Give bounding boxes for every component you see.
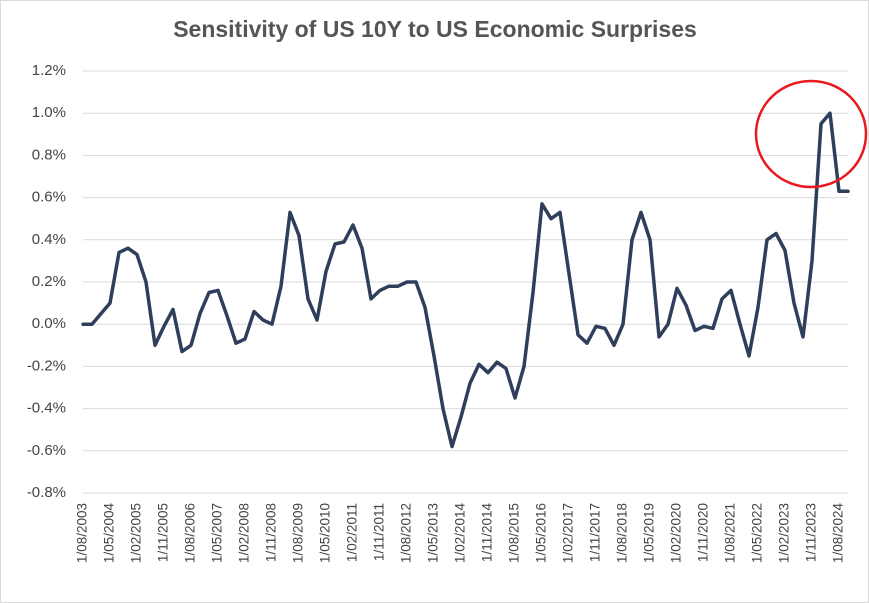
x-tick-label: 1/08/2015 (507, 503, 522, 563)
x-tick-label: 1/02/2011 (345, 503, 360, 562)
x-tick-label: 1/02/2008 (237, 503, 252, 563)
x-tick-label: 1/11/2023 (804, 503, 819, 562)
x-tick-label: 1/05/2016 (534, 503, 549, 563)
x-tick-label: 1/08/2006 (183, 503, 198, 563)
y-tick-label: 1.0% (32, 104, 66, 121)
x-tick-label: 1/08/2024 (831, 503, 846, 564)
x-tick-label: 1/05/2007 (210, 503, 225, 563)
x-tick-label: 1/02/2023 (777, 503, 792, 563)
x-tick-label: 1/05/2022 (750, 503, 765, 563)
y-tick-label: -0.8% (27, 484, 66, 501)
x-tick-label: 1/02/2014 (453, 503, 468, 564)
y-tick-label: 0.2% (32, 273, 66, 290)
x-tick-label: 1/02/2005 (129, 503, 144, 563)
y-tick-label: 0.0% (32, 315, 66, 332)
y-tick-label: -0.6% (27, 442, 66, 459)
x-tick-label: 1/11/2020 (696, 503, 711, 562)
x-tick-label: 1/11/2005 (156, 503, 171, 562)
x-tick-label: 1/05/2004 (102, 503, 117, 564)
x-tick-label: 1/02/2017 (561, 503, 576, 563)
data-line (81, 111, 850, 449)
plot (81, 111, 850, 449)
x-tick-label: 1/08/2009 (291, 503, 306, 563)
x-tick-label: 1/02/2020 (669, 503, 684, 563)
grid: -0.8% -0.6% -0.4% -0.2% 0.0% 0.2% 0.4% 0.6% 0.8%… (27, 62, 848, 563)
y-tick-label: 0.4% (32, 231, 66, 248)
y-tick-label: 0.6% (32, 189, 66, 206)
x-tick-label: 1/08/2018 (615, 503, 630, 563)
x-tick-label: 1/05/2019 (642, 503, 657, 563)
y-tick-label: 0.8% (32, 146, 66, 163)
y-tick-label: -0.4% (27, 400, 66, 417)
x-tick-label: 1/11/2014 (480, 503, 495, 563)
x-tick-label: 1/11/2011 (372, 503, 387, 561)
x-tick-label: 1/08/2012 (399, 503, 414, 563)
x-tick-label: 1/11/2017 (588, 503, 603, 562)
x-tick-label: 1/05/2010 (318, 503, 333, 563)
chart-title: Sensitivity of US 10Y to US Economic Sur… (173, 16, 697, 42)
x-tick-label: 1/08/2003 (75, 503, 90, 563)
highlight-circle (754, 79, 868, 189)
y-tick-label: -0.2% (27, 357, 66, 374)
x-tick-label: 1/08/2021 (723, 503, 738, 563)
y-tick-label: 1.2% (32, 62, 66, 79)
x-tick-label: 1/05/2013 (426, 503, 441, 563)
x-tick-label: 1/11/2008 (264, 503, 279, 562)
